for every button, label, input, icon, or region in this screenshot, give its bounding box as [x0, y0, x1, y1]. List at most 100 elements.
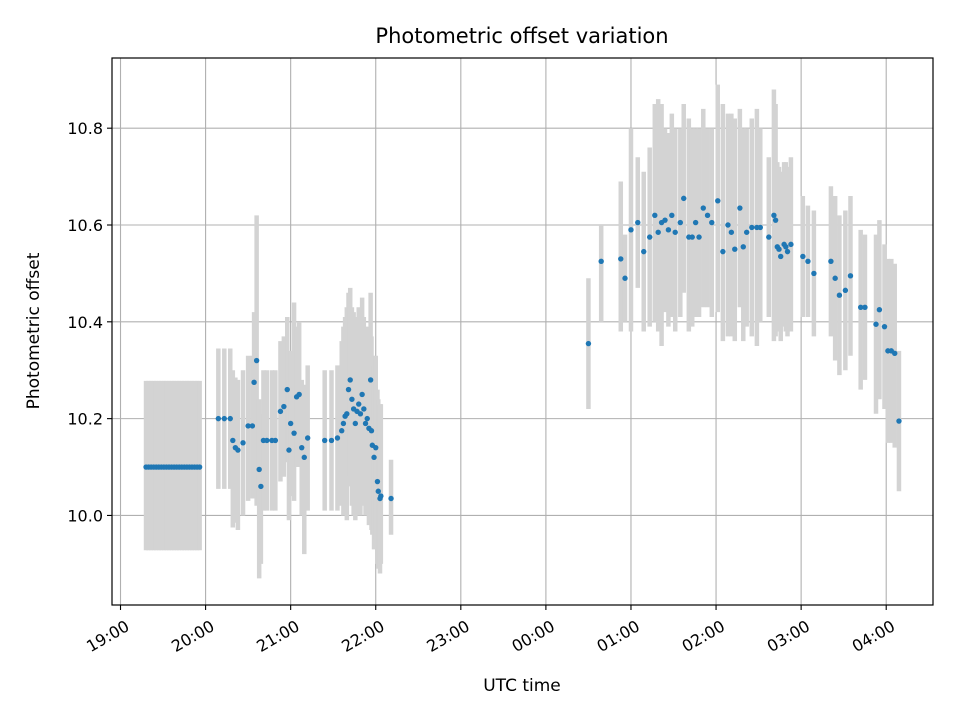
- x-axis-label: UTC time: [483, 676, 561, 696]
- data-point: [737, 205, 743, 211]
- data-point: [681, 195, 687, 202]
- data-point: [345, 386, 352, 393]
- data-point: [371, 454, 377, 461]
- data-point: [256, 466, 262, 473]
- data-point: [700, 205, 706, 211]
- data-point: [277, 408, 284, 415]
- data-point: [873, 321, 879, 327]
- data-point: [253, 357, 260, 364]
- plot-frame: [111, 57, 934, 606]
- data-point: [635, 219, 641, 226]
- data-point: [805, 258, 811, 265]
- data-point: [362, 420, 369, 427]
- data-point: [349, 396, 355, 402]
- data-point: [655, 229, 661, 235]
- data-point: [361, 406, 367, 412]
- data-point: [235, 447, 241, 453]
- data-point: [743, 229, 750, 235]
- y-axis: 10.0 10.2 10.4 10.6 10.8: [67, 119, 112, 525]
- data-point: [740, 244, 746, 250]
- data-point: [728, 229, 735, 235]
- data-point: [857, 304, 864, 310]
- data-point: [677, 219, 684, 226]
- data-point: [284, 386, 290, 393]
- data-point: [709, 219, 715, 226]
- data-point: [618, 256, 624, 262]
- data-point: [258, 483, 264, 490]
- data-point: [296, 391, 302, 398]
- y-tick-label: 10.4: [67, 313, 103, 332]
- y-tick-label: 10.8: [67, 119, 103, 138]
- data-point: [378, 493, 384, 499]
- data-point: [352, 420, 359, 427]
- data-point: [321, 437, 328, 444]
- data-point: [374, 478, 381, 485]
- data-point: [662, 217, 668, 223]
- data-point: [665, 227, 672, 233]
- data-point: [622, 275, 628, 281]
- data-point: [842, 287, 849, 294]
- data-point: [641, 248, 647, 255]
- data-point: [328, 437, 335, 444]
- data-point: [720, 248, 726, 255]
- data-point: [772, 217, 779, 223]
- data-point: [373, 444, 379, 451]
- data-point: [357, 411, 364, 417]
- data-point: [669, 212, 675, 219]
- data-point: [828, 258, 834, 265]
- data-point: [340, 420, 347, 427]
- data-point: [230, 437, 236, 444]
- data-point: [784, 248, 791, 255]
- data-point: [304, 435, 311, 441]
- y-axis-label: Photometric offset: [24, 252, 44, 409]
- data-point: [388, 495, 394, 502]
- y-tick-label: 10.6: [67, 216, 103, 235]
- data-point: [881, 323, 888, 330]
- data-point: [347, 377, 353, 383]
- data-point: [800, 253, 806, 260]
- data-point: [281, 403, 287, 410]
- data-point: [368, 428, 375, 434]
- data-point: [876, 307, 883, 313]
- data-point: [672, 229, 678, 235]
- data-point: [771, 212, 777, 219]
- y-tick-label: 10.0: [67, 506, 103, 525]
- data-point: [646, 234, 653, 240]
- data-point: [364, 415, 370, 422]
- data-point: [215, 415, 222, 422]
- data-point: [291, 430, 297, 436]
- data-point: [628, 227, 634, 233]
- data-points: [143, 195, 902, 502]
- data-point: [776, 246, 782, 252]
- data-point: [892, 350, 898, 356]
- data-point: [862, 304, 868, 310]
- data-point: [598, 258, 604, 265]
- data-point: [227, 415, 233, 422]
- data-point: [251, 379, 257, 386]
- data-point: [334, 435, 341, 441]
- data-point: [264, 437, 270, 444]
- data-point: [375, 488, 381, 494]
- data-point: [272, 437, 279, 444]
- data-point: [811, 270, 817, 277]
- data-point: [240, 440, 246, 446]
- data-point: [836, 292, 843, 298]
- data-point: [788, 241, 794, 248]
- data-point: [847, 273, 854, 279]
- data-point: [896, 418, 902, 424]
- data-point: [757, 224, 763, 231]
- data-point: [221, 415, 228, 422]
- data-point: [301, 454, 307, 461]
- data-point: [652, 212, 658, 219]
- data-point: [732, 246, 738, 252]
- data-point: [245, 423, 251, 429]
- data-point: [367, 377, 374, 383]
- data-point: [778, 253, 784, 260]
- chart-title: Photometric offset variation: [375, 24, 668, 48]
- data-point: [783, 244, 789, 250]
- data-point: [832, 275, 838, 281]
- data-point: [356, 401, 362, 407]
- data-point: [692, 219, 699, 226]
